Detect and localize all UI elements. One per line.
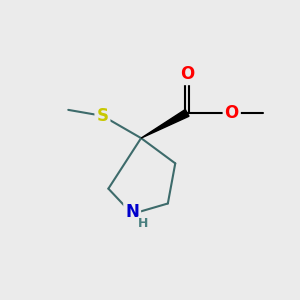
Polygon shape bbox=[141, 110, 189, 138]
Text: N: N bbox=[125, 202, 139, 220]
Text: O: O bbox=[225, 104, 239, 122]
Text: H: H bbox=[138, 217, 148, 230]
Text: S: S bbox=[96, 107, 108, 125]
Text: O: O bbox=[180, 65, 194, 83]
